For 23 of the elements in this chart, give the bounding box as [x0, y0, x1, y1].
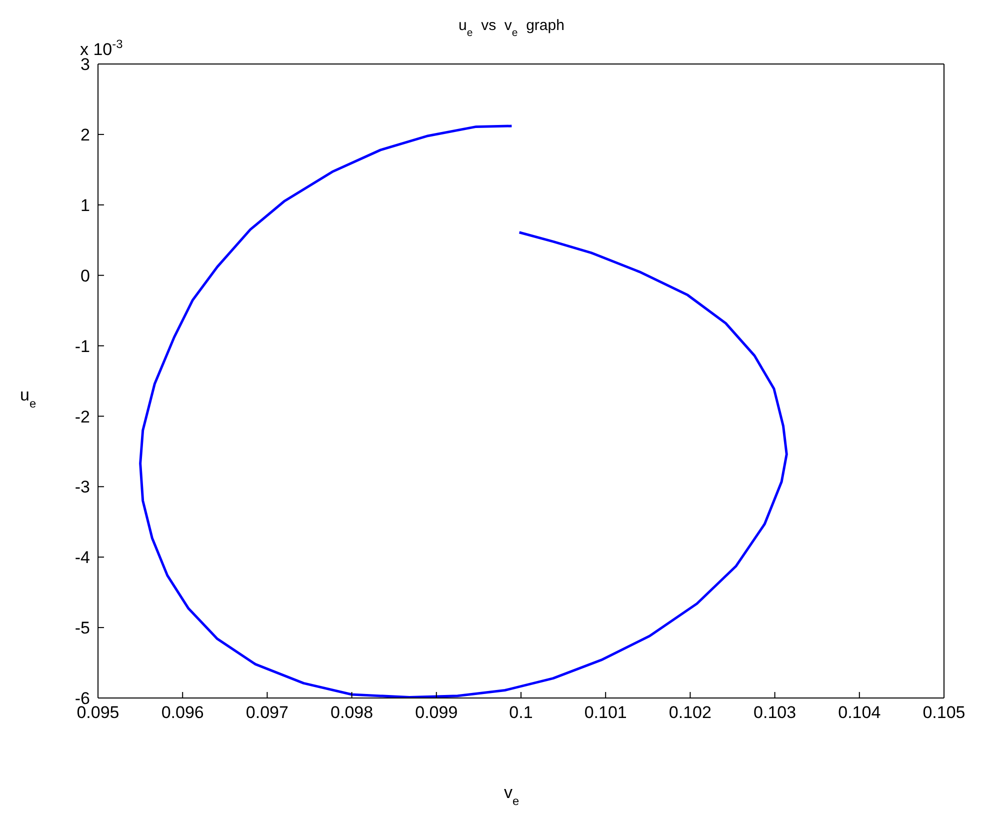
x-tick-label: 0.1 — [509, 703, 533, 722]
x-tick-label: 0.105 — [922, 703, 966, 722]
y-tick-label: 2 — [80, 125, 90, 144]
x-tick-label: 0.096 — [161, 703, 204, 722]
x-tick-label: 0.097 — [246, 703, 288, 722]
y-tick-label: -1 — [74, 336, 90, 356]
x-tick-label: 0.099 — [415, 703, 458, 722]
y-axis-title: u$_{e}$ — [20, 386, 36, 410]
x-tick-label: 0.095 — [76, 703, 120, 722]
x-tick-label: 0.103 — [754, 703, 796, 722]
x-tick-label: 0.101 — [584, 703, 627, 722]
x-tick-label: 0.102 — [668, 703, 712, 722]
chart-title: u$_{e}$ vs v$_{e}$ graph — [458, 17, 564, 39]
line-series — [139, 124, 788, 698]
y-tick-label: 1 — [80, 196, 90, 215]
x-tick-label: 0.104 — [838, 703, 881, 722]
y-tick-label: -4 — [74, 548, 90, 568]
y-tick-label: -5 — [74, 618, 90, 638]
y-tick-label: -3 — [74, 478, 90, 497]
y-tick-label: 0 — [80, 266, 90, 286]
x-tick-label: 0.098 — [330, 703, 374, 722]
y-tick-label: -2 — [74, 407, 90, 426]
x-axis-title: v$_{e}$ — [504, 783, 520, 808]
